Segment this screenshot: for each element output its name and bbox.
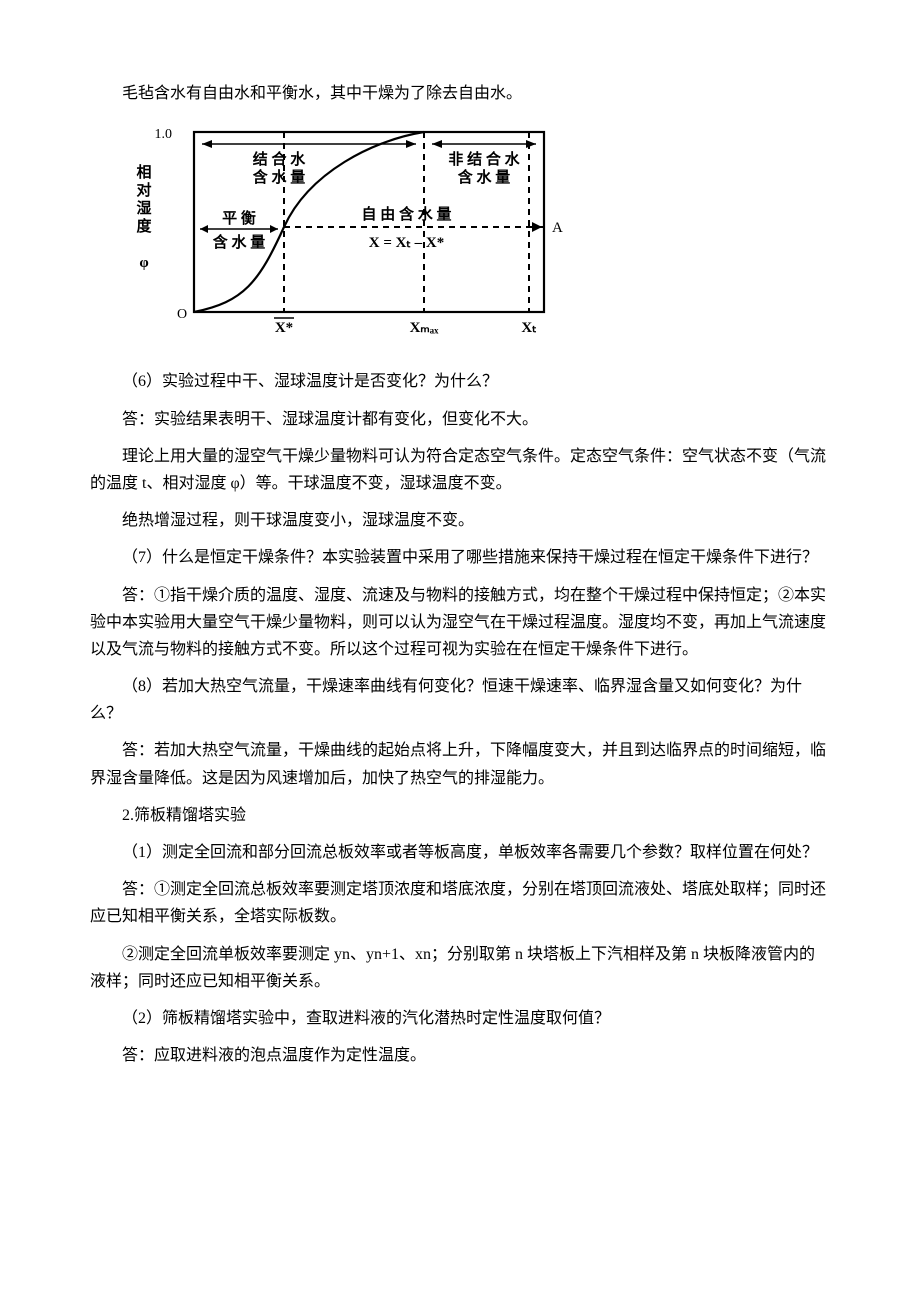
- q6-question: （6）实验过程中干、湿球温度计是否变化？为什么？: [90, 368, 830, 395]
- q6-answer-3: 绝热增湿过程，则干球温度变小，湿球温度不变。: [90, 507, 830, 534]
- s2q2-answer: 答：应取进料液的泡点温度作为定性温度。: [90, 1042, 830, 1069]
- intro-text: 毛毡含水有自由水和平衡水，其中干燥为了除去自由水。: [90, 80, 830, 107]
- section2-heading: 2.筛板精馏塔实验: [90, 802, 830, 829]
- svg-text:Xₘₐₓ: Xₘₐₓ: [410, 320, 440, 336]
- s2q1-answer-2: ②测定全回流单板效率要测定 yn、yn+1、xn；分别取第 n 块塔板上下汽相样…: [90, 941, 830, 995]
- q7-answer: 答：①指干燥介质的温度、湿度、流速及与物料的接触方式，均在整个干燥过程中保持恒定…: [90, 582, 830, 664]
- svg-text:含 水 量: 含 水 量: [213, 233, 266, 251]
- svg-text:平 衡: 平 衡: [222, 209, 256, 227]
- svg-text:1.0: 1.0: [155, 127, 173, 142]
- svg-text:相: 相: [136, 163, 151, 181]
- svg-text:X = Xₜ – X*: X = Xₜ – X*: [369, 235, 444, 251]
- svg-text:自 由 含 水 量: 自 由 含 水 量: [361, 205, 451, 223]
- s2q1-question: （1）测定全回流和部分回流总板效率或者等板高度，单板效率各需要几个参数？取样位置…: [90, 839, 830, 866]
- svg-text:Xₜ: Xₜ: [521, 320, 536, 336]
- svg-text:度: 度: [136, 217, 152, 235]
- svg-text:X*: X*: [275, 320, 293, 336]
- svg-text:φ: φ: [139, 255, 148, 271]
- q8-question: （8）若加大热空气流量，干燥速率曲线有何变化？恒速干燥速率、临界湿含量又如何变化…: [90, 673, 830, 727]
- svg-text:结 合 水: 结 合 水: [253, 150, 307, 168]
- svg-text:A: A: [552, 220, 563, 236]
- svg-text:对: 对: [136, 181, 151, 199]
- svg-text:含 水 量: 含 水 量: [458, 168, 511, 186]
- q6-answer-1: 答：实验结果表明干、湿球温度计都有变化，但变化不大。: [90, 406, 830, 433]
- s2q1-answer-1: 答：①测定全回流总板效率要测定塔顶浓度和塔底浓度，分别在塔顶回流液处、塔底处取样…: [90, 876, 830, 930]
- q6-answer-2: 理论上用大量的湿空气干燥少量物料可认为符合定态空气条件。定态空气条件：空气状态不…: [90, 443, 830, 497]
- svg-text:非 结 合 水: 非 结 合 水: [448, 150, 520, 168]
- svg-text:含 水 量: 含 水 量: [253, 168, 306, 186]
- moisture-diagram: 1.0相对湿度 φOAX*XₘₐₓXₜ结 合 水含 水 量非 结 合 水含 水 …: [114, 117, 830, 358]
- svg-text:湿: 湿: [136, 200, 151, 217]
- q7-question: （7）什么是恒定干燥条件？本实验装置中采用了哪些措施来保持干燥过程在恒定干燥条件…: [90, 544, 830, 571]
- page: 毛毡含水有自由水和平衡水，其中干燥为了除去自由水。 1.0 相对湿度 φ O A X* X…: [0, 0, 920, 1302]
- svg-text:O: O: [177, 307, 187, 322]
- q8-answer: 答：若加大热空气流量，干燥曲线的起始点将上升，下降幅度变大，并且到达临界点的时间…: [90, 737, 830, 791]
- s2q2-question: （2）筛板精馏塔实验中，查取进料液的汽化潜热时定性温度取何值？: [90, 1005, 830, 1032]
